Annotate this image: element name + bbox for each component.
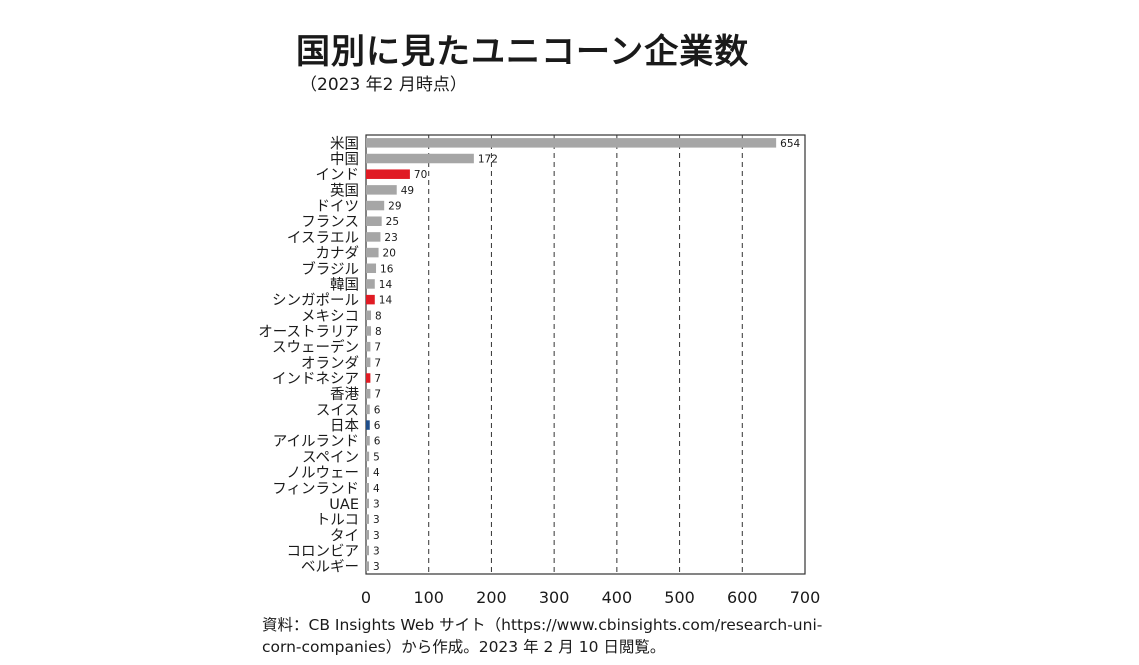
bar	[366, 232, 381, 242]
x-tick-label: 100	[413, 588, 444, 607]
category-label: カナダ	[316, 245, 360, 262]
bar	[366, 498, 369, 509]
category-label: シンガポール	[272, 292, 359, 309]
bar	[366, 357, 371, 368]
source-line-1: 資料：CB Insights Web サイト（https://www.cbins…	[262, 616, 823, 634]
data-label: 49	[401, 185, 414, 197]
bar	[366, 341, 371, 352]
data-label: 3	[373, 498, 380, 510]
data-label: 654	[780, 138, 800, 150]
plot-frame	[365, 134, 806, 575]
category-label: フランス	[301, 215, 359, 231]
bar	[366, 483, 369, 493]
bar	[366, 153, 474, 164]
bar	[366, 388, 371, 399]
category-label: 香港	[330, 386, 359, 403]
data-label: 14	[379, 295, 393, 307]
category-label: オーストラリア	[258, 324, 359, 340]
bar	[366, 420, 370, 430]
data-label: 25	[386, 216, 399, 228]
data-label: 6	[374, 436, 381, 448]
category-label: 日本	[330, 418, 359, 435]
data-label: 70	[414, 169, 427, 181]
category-label: メキシコ	[301, 309, 359, 325]
bar	[366, 294, 375, 305]
category-label: 米国	[330, 135, 359, 152]
category-label: 韓国	[330, 276, 359, 293]
x-tick-label: 600	[727, 588, 758, 607]
data-label: 5	[373, 451, 380, 463]
bar	[366, 467, 369, 477]
bar	[366, 451, 370, 462]
bar	[366, 435, 370, 446]
data-label: 4	[373, 467, 380, 479]
category-label: スペイン	[302, 450, 359, 466]
data-label: 14	[379, 279, 393, 291]
category-label: 中国	[330, 151, 359, 168]
data-label: 20	[383, 248, 396, 260]
data-label: 6	[374, 420, 381, 432]
bar	[366, 169, 410, 179]
data-label: 16	[380, 263, 394, 275]
category-label: イスラエル	[287, 230, 359, 246]
category-label: UAE	[329, 497, 359, 513]
x-tick-label: 200	[476, 588, 507, 607]
bar	[366, 185, 397, 195]
source-note: 資料：CB Insights Web サイト（https://www.cbins…	[262, 614, 842, 658]
bar	[366, 138, 777, 148]
data-label: 8	[375, 310, 382, 322]
x-tick-label: 0	[361, 588, 371, 607]
category-label: ブラジル	[301, 260, 359, 278]
category-label: アイルランド	[273, 434, 359, 450]
category-label: ノルウェー	[287, 465, 360, 482]
data-label: 4	[373, 483, 380, 495]
bar	[366, 310, 372, 321]
bar	[366, 247, 379, 258]
data-label: 8	[375, 326, 382, 338]
bar	[366, 373, 371, 383]
data-label: 29	[388, 201, 401, 213]
data-label: 7	[374, 357, 381, 369]
bar	[366, 279, 375, 289]
chart-title: 国別に見たユニコーン企業数	[296, 32, 750, 72]
data-label: 172	[478, 154, 498, 166]
category-label: 英国	[330, 181, 359, 199]
category-label: スウェーデン	[272, 338, 359, 356]
x-tick-label: 400	[602, 588, 633, 607]
category-label: ドイツ	[316, 199, 360, 215]
bar	[366, 545, 369, 556]
data-label: 3	[373, 514, 380, 526]
chart-subtitle: （2023 年2 月時点）	[300, 75, 467, 95]
category-label: スイス	[316, 403, 359, 419]
data-label: 3	[373, 561, 380, 573]
category-label: トルコ	[316, 513, 359, 529]
bar	[366, 263, 377, 274]
bar	[366, 200, 385, 211]
category-label: オランダ	[301, 355, 359, 372]
source-line-2: corn-companies）から作成。2023 年 2 月 10 日閲覧。	[262, 638, 666, 656]
category-label: フィンランド	[272, 481, 359, 497]
bar	[366, 216, 382, 226]
bar	[366, 561, 369, 571]
data-label: 23	[384, 232, 397, 244]
x-tick-label: 500	[664, 588, 695, 607]
data-label: 7	[374, 342, 381, 354]
category-label: コロンビア	[287, 543, 360, 560]
bar	[366, 326, 372, 336]
category-label: インド	[316, 168, 360, 184]
category-label: ベルギー	[301, 559, 359, 576]
bar	[366, 530, 369, 540]
data-label: 7	[374, 373, 381, 385]
bar	[366, 404, 370, 415]
category-label: タイ	[330, 527, 359, 544]
x-tick-label: 300	[539, 588, 570, 607]
data-label: 6	[374, 404, 381, 416]
bar	[366, 514, 369, 524]
data-label: 7	[374, 389, 381, 401]
x-tick-label: 700	[790, 588, 821, 607]
category-label: インドネシア	[272, 371, 359, 388]
data-label: 3	[373, 530, 380, 542]
data-label: 3	[373, 545, 380, 557]
